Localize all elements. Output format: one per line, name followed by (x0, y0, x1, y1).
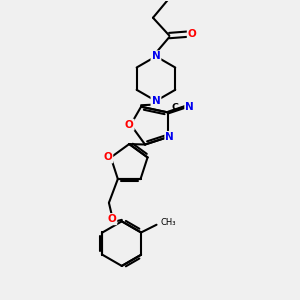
Text: N: N (165, 132, 174, 142)
Text: N: N (185, 102, 194, 112)
Text: O: O (107, 214, 116, 224)
Text: C: C (171, 103, 178, 112)
Text: O: O (188, 29, 197, 39)
Text: O: O (125, 120, 134, 130)
Text: N: N (152, 96, 160, 106)
Text: N: N (152, 51, 160, 62)
Text: CH₃: CH₃ (160, 218, 176, 226)
Text: O: O (103, 152, 112, 162)
